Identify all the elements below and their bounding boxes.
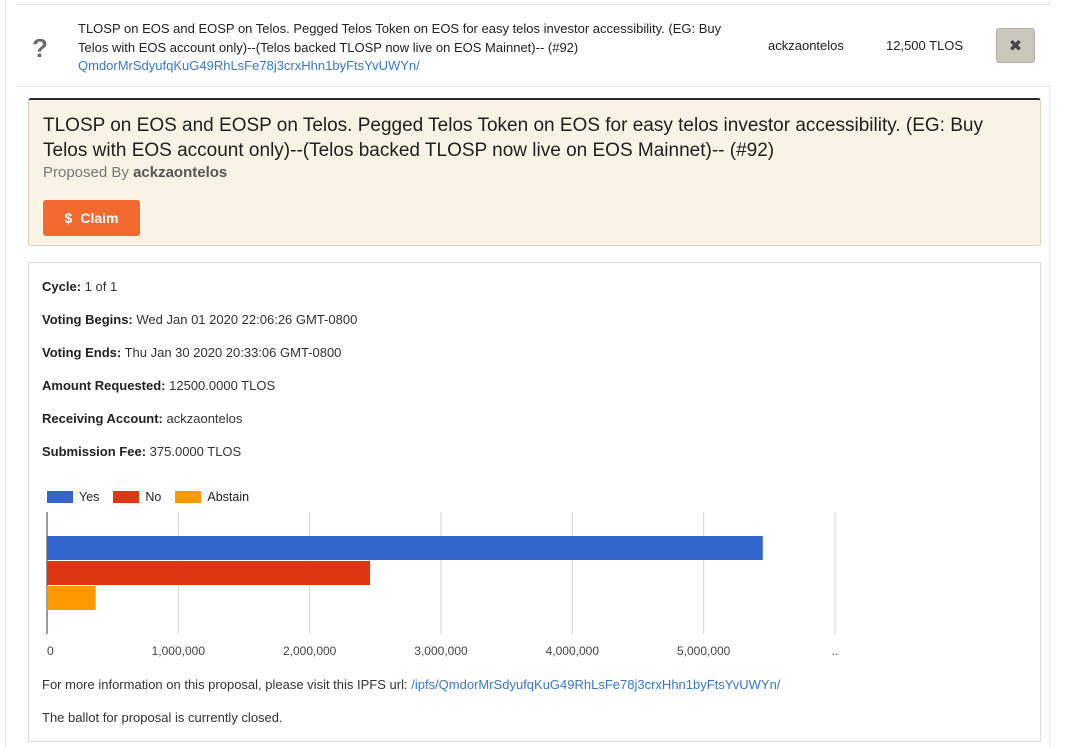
chart-bar-abstain[interactable] xyxy=(47,586,96,610)
legend-label-abstain: Abstain xyxy=(207,490,250,504)
proposal-title: TLOSP on EOS and EOSP on Telos. Pegged T… xyxy=(43,115,983,161)
proposal-details-card: Cycle: 1 of 1 Voting Begins: Wed Jan 01 … xyxy=(28,262,1041,742)
chart-tick-label: 5,000,000 xyxy=(677,644,731,658)
proposal-list-row[interactable]: ? TLOSP on EOS and EOSP on Telos. Pegged… xyxy=(16,4,1051,87)
amount-requested-value: 12500.0000 TLOS xyxy=(169,378,276,393)
cycle-label: Cycle: xyxy=(42,279,82,294)
ipfs-info-text: For more information on this proposal, p… xyxy=(42,677,408,692)
legend-item-abstain: Abstain xyxy=(175,490,249,504)
chart-tick-label: 1,000,000 xyxy=(152,644,206,658)
chart-tick-label: .. xyxy=(832,644,839,658)
submission-fee-label: Submission Fee: xyxy=(42,444,147,459)
voting-ends-value: Thu Jan 30 2020 20:33:06 GMT-0800 xyxy=(124,345,342,360)
chart-tick-label: 0 xyxy=(47,644,54,658)
chart-bar-no[interactable] xyxy=(47,561,371,585)
proposal-header-card: TLOSP on EOS and EOSP on Telos. Pegged T… xyxy=(28,98,1041,246)
chart-legend: Yes No Abstain xyxy=(47,489,263,505)
voting-ends-field: Voting Ends: Thu Jan 30 2020 20:33:06 GM… xyxy=(42,345,341,360)
submission-fee-value: 375.0000 TLOS xyxy=(149,444,242,459)
chart-tick-label: 4,000,000 xyxy=(546,644,600,658)
voting-begins-label: Voting Begins: xyxy=(42,312,133,327)
claim-label: Claim xyxy=(80,210,119,226)
page-container xyxy=(5,0,1050,747)
legend-item-no: No xyxy=(113,490,161,504)
proposed-by-label: Proposed By xyxy=(43,164,129,181)
legend-item-yes: Yes xyxy=(47,490,99,504)
chart-tick-label: 2,000,000 xyxy=(283,644,337,658)
receiving-account-label: Receiving Account: xyxy=(42,411,163,426)
close-icon: ✖ xyxy=(1008,37,1023,55)
ipfs-info: For more information on this proposal, p… xyxy=(42,677,780,692)
chart-tick-label: 3,000,000 xyxy=(414,644,468,658)
voting-ends-label: Voting Ends: xyxy=(42,345,122,360)
proposal-row-ipfs-link[interactable]: QmdorMrSdyufqKuG49RhLsFe78j3crxHhn1byFts… xyxy=(78,58,420,73)
legend-swatch-abstain xyxy=(175,491,202,503)
proposal-row-title[interactable]: TLOSP on EOS and EOSP on Telos. Pegged T… xyxy=(78,21,722,55)
legend-label-yes: Yes xyxy=(79,490,100,504)
chart-bar-yes[interactable] xyxy=(47,536,763,560)
submission-fee-field: Submission Fee: 375.0000 TLOS xyxy=(42,444,241,459)
vote-bar-chart: 0 1,000,000 2,000,000 3,000,000 4,000,000 5,0… xyxy=(46,512,839,658)
claim-button[interactable]: $ Claim xyxy=(43,200,140,236)
voting-begins-value: Wed Jan 01 2020 22:06:26 GMT-0800 xyxy=(136,312,358,327)
amount-requested-label: Amount Requested: xyxy=(42,378,166,393)
cycle-field: Cycle: 1 of 1 xyxy=(42,279,117,294)
proposed-by: Proposed By ackzaontelos xyxy=(43,164,227,181)
receiving-account-value: ackzaontelos xyxy=(166,411,243,426)
cycle-value: 1 of 1 xyxy=(84,279,118,294)
legend-swatch-no xyxy=(113,491,140,503)
ipfs-link[interactable]: /ipfs/QmdorMrSdyufqKuG49RhLsFe78j3crxHhn… xyxy=(411,677,781,692)
proposer-name: ackzaontelos xyxy=(133,164,228,181)
dollar-icon: $ xyxy=(64,210,73,226)
ballot-status: The ballot for proposal is currently clo… xyxy=(42,710,283,725)
proposal-row-amount: 12,500 TLOS xyxy=(886,38,964,53)
legend-swatch-yes xyxy=(47,491,73,503)
question-icon: ? xyxy=(32,33,48,63)
legend-label-no: No xyxy=(145,490,162,504)
voting-begins-field: Voting Begins: Wed Jan 01 2020 22:06:26 … xyxy=(42,312,357,327)
proposal-row-account: ackzaontelos xyxy=(768,38,844,53)
close-button[interactable]: ✖ xyxy=(996,28,1035,63)
receiving-account-field: Receiving Account: ackzaontelos xyxy=(42,411,242,426)
amount-requested-field: Amount Requested: 12500.0000 TLOS xyxy=(42,378,275,393)
